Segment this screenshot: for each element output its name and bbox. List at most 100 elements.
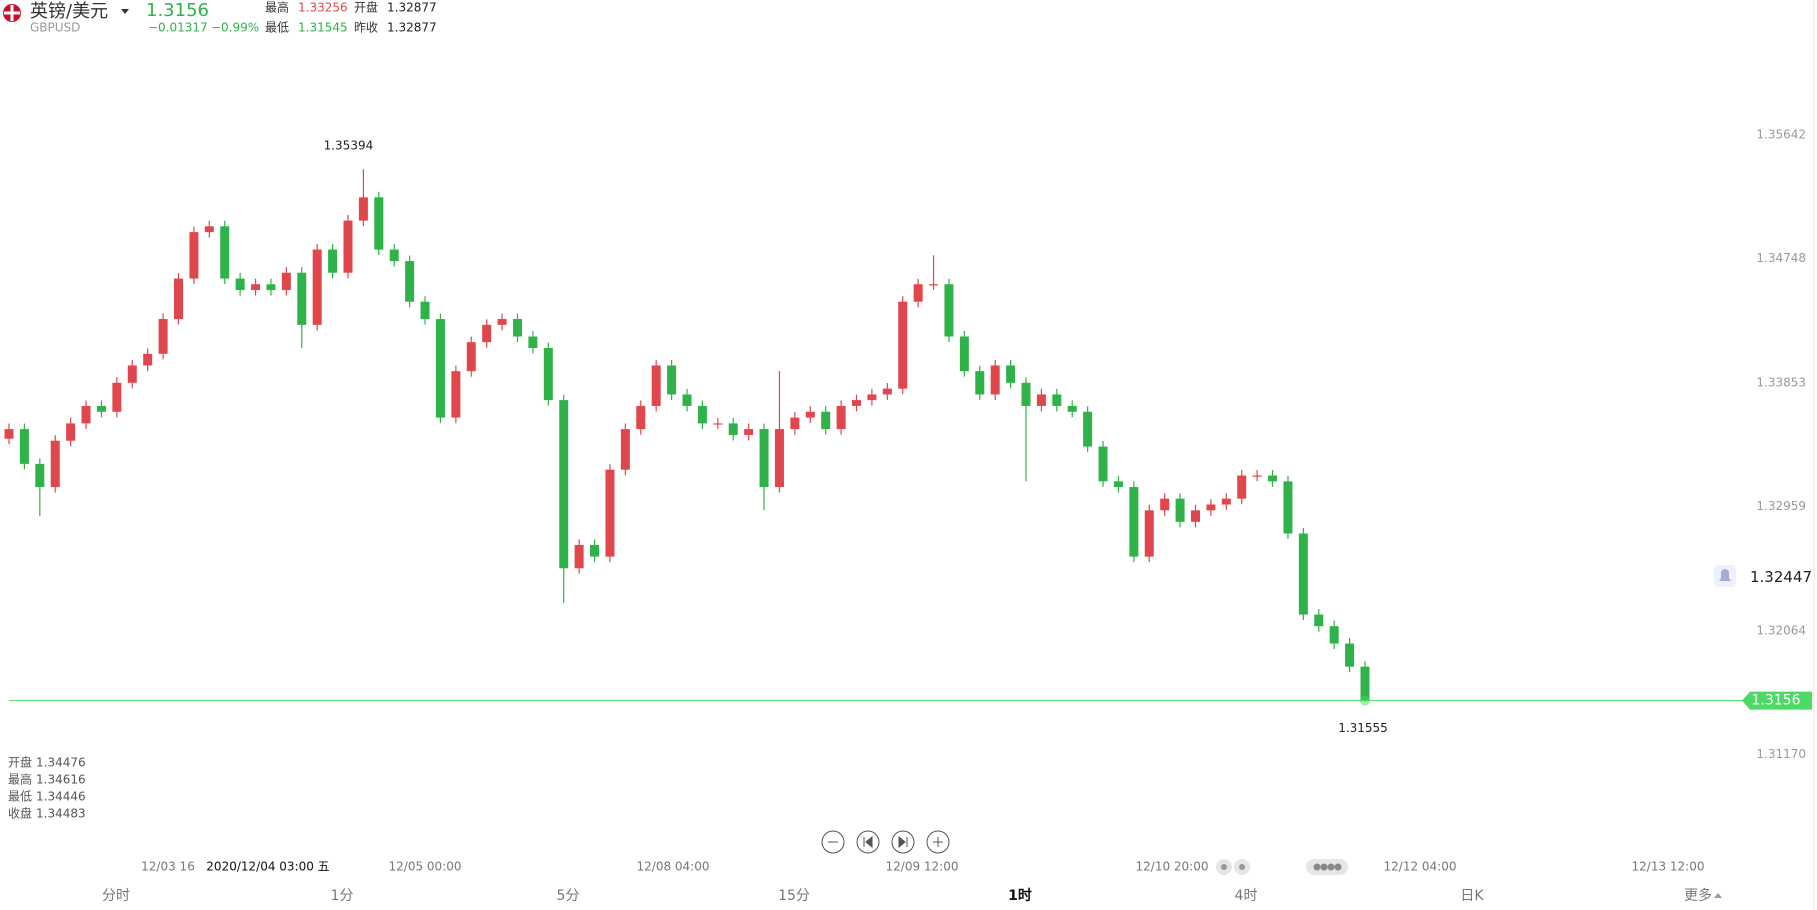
candle-body	[1314, 614, 1324, 627]
price-change-pct: −0.99%	[211, 21, 259, 35]
alert-bell[interactable]	[1714, 565, 1736, 587]
candle-body	[929, 284, 939, 286]
candle-body	[343, 220, 353, 273]
candle-body	[913, 284, 923, 302]
time-label: 12/13 12:00	[1632, 860, 1705, 874]
time-label: 12/09 12:00	[886, 860, 959, 874]
candle-body	[266, 284, 276, 291]
info-label: 开盘	[8, 755, 32, 770]
candle-body	[590, 544, 600, 557]
time-label: 12/08 04:00	[637, 860, 710, 874]
y-tick-label: 1.31170	[1756, 747, 1806, 761]
candle-body	[189, 232, 199, 279]
candle-body	[620, 429, 630, 470]
candle-body	[405, 261, 415, 302]
flag-icon	[3, 4, 21, 22]
candle-body	[174, 278, 183, 320]
timeframe-tab[interactable]: 5分	[557, 888, 580, 904]
stat-label: 开盘	[354, 0, 378, 15]
symbol-name[interactable]: 英镑/美元	[30, 1, 108, 22]
candle-body	[852, 400, 861, 406]
timeframe-tab[interactable]: 15分	[778, 888, 810, 904]
more-arrow[interactable]	[1714, 893, 1722, 898]
candle-body	[66, 423, 76, 441]
candle-body	[220, 226, 230, 279]
candle-body	[1083, 411, 1093, 447]
candle-body	[528, 336, 538, 348]
candle-body	[4, 429, 14, 439]
candle-body	[281, 272, 291, 291]
candle-body	[96, 405, 106, 412]
dropdown-arrow[interactable]	[121, 9, 129, 14]
zoom-out-button[interactable]	[821, 830, 845, 854]
price-tag-label: 1.3156	[1752, 693, 1801, 709]
candle-body	[497, 319, 507, 325]
candle-body	[559, 400, 569, 569]
timeframe-tab[interactable]: 日K	[1460, 888, 1484, 904]
candle-body	[1360, 666, 1370, 701]
candle-body	[158, 319, 168, 354]
time-label: 12/05 00:00	[389, 860, 462, 874]
candle-body	[744, 429, 754, 435]
candle-body	[713, 423, 723, 425]
candle-body	[127, 365, 137, 383]
candle-body	[312, 249, 322, 325]
candle-body	[774, 429, 784, 488]
y-tick-label: 1.34748	[1756, 251, 1806, 265]
price-tag	[1742, 691, 1812, 710]
candle-body	[1113, 481, 1123, 488]
high-annotation: 1.35394	[324, 139, 374, 153]
candle-body	[1298, 533, 1308, 615]
timeframe-tab[interactable]: 1时	[1008, 887, 1032, 904]
candle-body	[1175, 498, 1185, 522]
stat-label: 最高	[265, 0, 289, 15]
timeframe-tab[interactable]: 1分	[331, 888, 354, 904]
candle-body	[1129, 487, 1139, 557]
info-value: 1.34446	[36, 790, 86, 804]
candle-body	[235, 278, 245, 291]
candle-body	[543, 347, 553, 401]
info-label: 最高	[8, 772, 32, 787]
candle-body	[867, 394, 877, 401]
time-label: 12/03 16	[141, 860, 195, 874]
y-tick-label: 1.35642	[1756, 127, 1806, 141]
timeframe-tab[interactable]: 分时	[102, 888, 130, 904]
forward-button[interactable]	[891, 830, 915, 854]
candle-body	[358, 197, 368, 221]
candle-body	[513, 319, 522, 337]
candle-body	[50, 440, 60, 488]
candle-body	[1052, 394, 1062, 406]
candle-body	[19, 429, 29, 464]
candle-body	[1098, 446, 1108, 482]
candle-body	[975, 371, 985, 395]
candle-body	[35, 463, 45, 488]
candle-body	[420, 301, 430, 320]
candle-body	[389, 249, 399, 262]
time-label: 2020/12/04 03:00 五	[206, 860, 329, 874]
candle-body	[374, 197, 384, 250]
info-value: 1.34476	[36, 756, 86, 770]
candle-body	[759, 429, 769, 488]
candle-body	[328, 249, 338, 273]
candle-body	[1268, 475, 1278, 482]
low-annotation: 1.31555	[1338, 721, 1388, 735]
candle-body	[1252, 475, 1262, 477]
info-value: 1.34483	[36, 807, 86, 821]
candle-body	[1036, 394, 1046, 406]
stat-value: 1.31545	[298, 21, 348, 35]
y-tick-label: 1.32959	[1756, 499, 1806, 513]
candle-body	[1329, 626, 1339, 644]
timeframe-tab[interactable]: 更多	[1684, 887, 1712, 904]
info-value: 1.34616	[36, 773, 86, 787]
candle-body	[1221, 498, 1231, 505]
back-button[interactable]	[856, 830, 880, 854]
candle-body	[605, 469, 615, 557]
scroll-indicators	[1216, 859, 1348, 875]
timeframe-tab[interactable]: 4时	[1235, 888, 1258, 904]
candle-body	[990, 365, 1000, 395]
candle-body	[1006, 365, 1016, 383]
candle-body	[836, 405, 846, 430]
price-change: −0.01317	[148, 21, 208, 35]
candle-body	[959, 336, 969, 372]
zoom-in-button[interactable]	[926, 830, 950, 854]
